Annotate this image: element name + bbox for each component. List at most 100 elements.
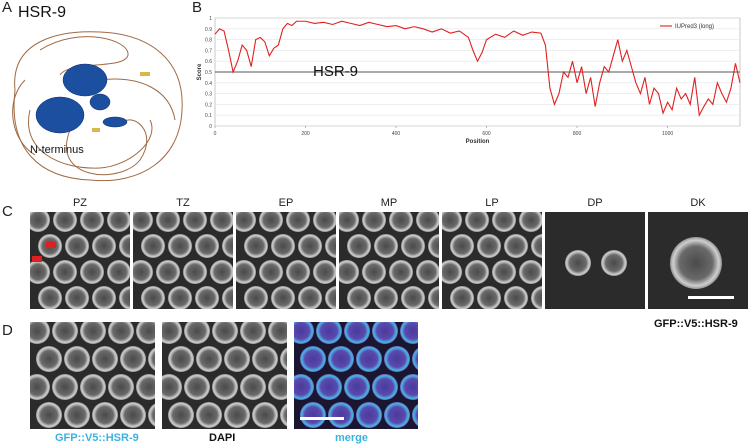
- nucleus: [356, 402, 382, 428]
- nucleus: [362, 212, 386, 232]
- nucleus: [428, 286, 439, 309]
- nucleus: [136, 322, 155, 344]
- nucleus: [252, 346, 278, 372]
- nucleus: [108, 322, 134, 344]
- nucleus: [156, 212, 180, 232]
- stage-image-mp: [339, 212, 439, 309]
- nucleus: [252, 402, 278, 428]
- nucleus: [504, 286, 528, 309]
- stage-label-tz: TZ: [176, 197, 190, 209]
- nucleus: [119, 234, 130, 258]
- nucleus: [108, 374, 134, 400]
- nucleus: [442, 260, 462, 284]
- nucleus: [92, 402, 118, 428]
- nucleus: [168, 402, 194, 428]
- nucleus: [168, 286, 192, 309]
- nucleus: [294, 374, 314, 400]
- nucleus: [210, 260, 233, 284]
- stage-image-dp: [545, 212, 645, 309]
- nucleus: [133, 212, 153, 232]
- nucleus: [141, 286, 165, 309]
- nucleus: [64, 346, 90, 372]
- nucleus: [64, 402, 90, 428]
- y-tick-label: 0.8: [205, 38, 212, 44]
- nucleus: [416, 260, 439, 284]
- gfp-image: [30, 322, 155, 429]
- y-tick-label: 0.2: [205, 102, 212, 108]
- nucleus: [286, 260, 310, 284]
- disordered-loop-6: [99, 78, 176, 121]
- y-tick-label: 1: [209, 16, 212, 22]
- nucleus: [259, 260, 283, 284]
- scale-bar: [300, 417, 344, 420]
- nucleus: [30, 374, 50, 400]
- nucleus: [80, 374, 106, 400]
- nucleus: [519, 212, 542, 232]
- stage-label-dp: DP: [587, 197, 603, 209]
- nucleus: [80, 322, 106, 344]
- nucleus: [80, 212, 104, 232]
- nucleus: [347, 234, 371, 258]
- iupred-chart: 0 0.1 0.2 0.3 0.4 0.5 0.6 0.7 0.8 0.9 1 0 200 400 600 8…: [197, 16, 741, 145]
- dapi-caption: DAPI: [209, 432, 236, 444]
- nucleus: [325, 286, 336, 309]
- nucleus: [356, 346, 382, 372]
- stage-label-pz: PZ: [72, 197, 88, 209]
- nucleus: [119, 286, 130, 309]
- x-tick-label: 800: [573, 131, 582, 137]
- stage-label-dk: DK: [690, 197, 706, 209]
- nucleus: [412, 346, 418, 372]
- protein-structure-diagram: [12, 31, 183, 182]
- nucleus: [162, 322, 182, 344]
- nucleus: [344, 322, 370, 344]
- nucleus: [52, 322, 78, 344]
- nucleus: [107, 212, 130, 232]
- nucleus: [224, 402, 250, 428]
- nucleus: [53, 260, 77, 284]
- nucleus: [465, 260, 489, 284]
- panel-a-letter: A: [2, 0, 13, 16]
- nucleus: [36, 402, 62, 428]
- nucleus: [30, 212, 50, 232]
- nucleus: [519, 260, 542, 284]
- n-terminus-label: N-terminus: [30, 144, 84, 156]
- y-tick-label: 0: [209, 124, 212, 130]
- y-tick-label: 0.7: [205, 48, 212, 54]
- nucleus: [401, 286, 425, 309]
- nucleus: [316, 374, 342, 400]
- x-tick-label: 0: [214, 131, 217, 137]
- nucleus: [286, 212, 310, 232]
- protein-name-label: HSR-9: [18, 4, 67, 21]
- helix-segment: [102, 116, 128, 128]
- nucleus: [294, 322, 314, 344]
- folded-domain-1: [62, 63, 108, 97]
- nucleus: [492, 212, 516, 232]
- nucleus: [389, 260, 413, 284]
- panel-d-letter: D: [2, 322, 13, 339]
- stage-label-mp: MP: [380, 197, 398, 209]
- nucleus: [339, 212, 359, 232]
- y-tick-label: 0.5: [205, 70, 212, 76]
- nucleus: [372, 374, 398, 400]
- stage-label-ep: EP: [278, 197, 294, 209]
- y-tick-label: 0.3: [205, 92, 212, 98]
- nucleus: [236, 260, 256, 284]
- y-tick-label: 0.4: [205, 81, 212, 87]
- nucleus: [80, 260, 104, 284]
- nucleus: [236, 212, 256, 232]
- nucleus: [300, 346, 326, 372]
- nucleus: [280, 346, 287, 372]
- nucleus: [244, 286, 268, 309]
- nucleus: [259, 212, 283, 232]
- nucleus: [30, 322, 50, 344]
- stage-image-pz: [30, 212, 130, 309]
- disordered-loop-3: [28, 109, 153, 169]
- x-tick-label: 600: [482, 131, 491, 137]
- nucleus: [133, 260, 153, 284]
- nucleus: [347, 286, 371, 309]
- nucleus: [148, 346, 155, 372]
- nucleus: [531, 286, 542, 309]
- nucleus: [565, 250, 591, 276]
- nucleus: [196, 346, 222, 372]
- nucleus: [465, 212, 489, 232]
